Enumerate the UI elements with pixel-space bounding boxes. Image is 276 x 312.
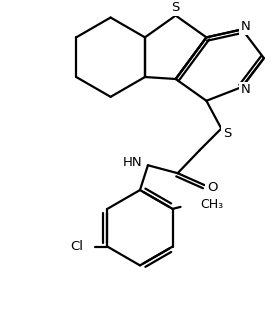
Text: N: N (241, 83, 251, 96)
Text: Cl: Cl (71, 240, 84, 253)
Text: N: N (241, 20, 251, 33)
Text: S: S (223, 127, 231, 140)
Text: HN: HN (122, 156, 142, 169)
Text: O: O (207, 181, 217, 193)
Text: CH₃: CH₃ (200, 198, 224, 212)
Text: S: S (171, 1, 180, 14)
